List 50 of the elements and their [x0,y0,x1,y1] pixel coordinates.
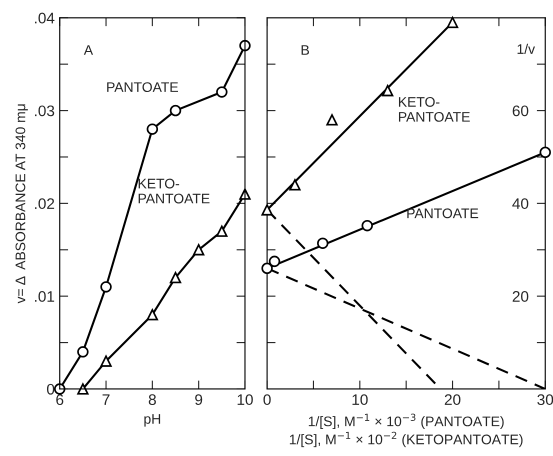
point [216,226,228,237]
annotation: PANTOATE [107,82,178,92]
x-tick-label: 6 [56,394,64,406]
point [362,220,373,232]
point [216,86,228,98]
text: 1/[S], M$^{−1}$ × 10$^{−3}$ (PANTOATE) 1/[S], M$^{−1}$ × 10$^{−2}$ (KETOPANTOATE) [290,414,523,448]
y-tick-label: 40 [512,198,528,210]
point [77,346,89,358]
point [261,262,273,274]
point [192,244,204,256]
y-tick-label: 0 [46,384,54,395]
point [170,272,182,284]
point [382,84,394,96]
x-tick-label: 8 [148,394,156,406]
x-tick-label: 20 [444,394,460,406]
point [239,40,251,52]
x-tick-label: 7 [102,394,110,405]
y-tick-label: 20 [512,291,528,302]
y-tick-label: .03 [35,105,54,116]
x-tick-label: 9 [195,394,202,406]
x-tick-label: 10 [352,394,368,406]
point [268,256,280,268]
x-tick-label: 10 [238,394,253,406]
point [261,204,273,216]
x-tick-label: 30 [537,394,553,406]
y-axis-title: v= Δ ABSORBANCE AT 340 mμ [15,104,28,304]
point [170,104,182,116]
x-tick-label: 0 [263,394,271,406]
annotation: KETO- PANTOATE [398,96,470,122]
point [317,238,328,249]
annotation: KETO- PANTOATE [138,178,210,204]
annotation: B [302,45,310,55]
point [326,114,338,126]
y-tick-label: .02 [35,198,54,210]
x-axis-title: pH [144,414,160,427]
annotation: A [84,45,94,55]
point [146,123,158,135]
point [289,179,301,191]
y-tick-label: 60 [512,105,528,116]
point [77,383,89,395]
point [446,16,458,28]
point [540,146,551,158]
point [146,309,158,320]
point [239,188,251,200]
y-tick-label: .01 [35,291,54,302]
point [100,281,112,293]
point [100,355,112,367]
y-axis-title: 1/v [518,44,536,54]
annotation: PANTOATE [407,208,478,218]
y-tick-label: .04 [35,12,54,24]
